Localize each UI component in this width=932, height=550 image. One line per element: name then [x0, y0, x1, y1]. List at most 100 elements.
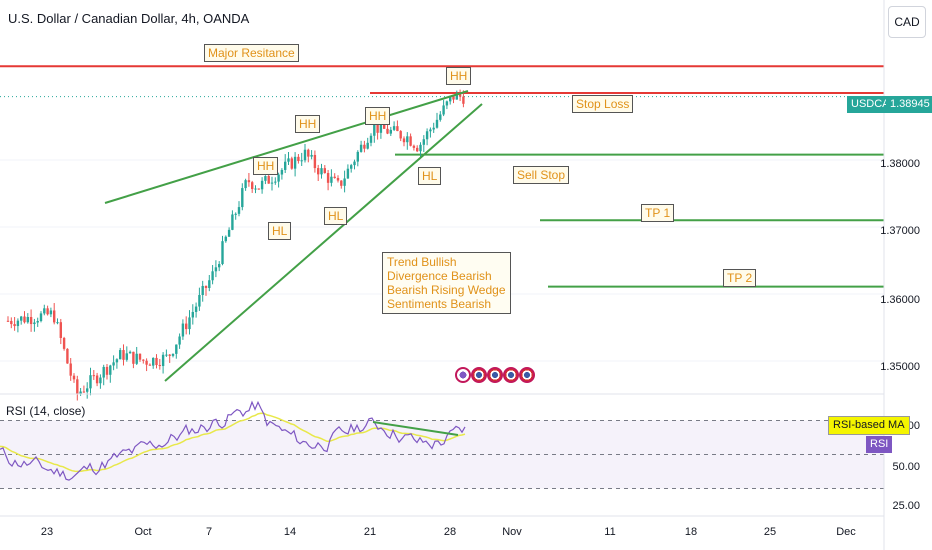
hh-label[interactable]: HH: [365, 107, 391, 125]
time-label: 28: [443, 526, 457, 538]
candle-body: [185, 323, 188, 330]
candle-body: [343, 178, 346, 186]
candle-body: [59, 322, 62, 338]
us-flag-icon[interactable]: [487, 367, 503, 383]
analysis-notes[interactable]: Trend Bullish Divergence Bearish Bearish…: [382, 252, 511, 314]
candle-body: [280, 169, 284, 175]
candle-body: [425, 131, 429, 140]
candle-body: [237, 207, 241, 214]
candle-body: [412, 145, 416, 148]
candle-body: [373, 124, 376, 136]
hh-label[interactable]: HH: [253, 157, 279, 175]
candle-body: [359, 144, 363, 152]
level-lines: [0, 65, 884, 288]
rsi-ma-tag: RSI-based MA: [828, 416, 910, 435]
candle-body: [122, 350, 125, 360]
candle-body: [39, 313, 43, 322]
candle-body: [69, 363, 72, 376]
rsi-value-tag: RSI: [866, 436, 893, 453]
candle-body: [86, 388, 89, 392]
rsi-tick: 25.00: [892, 500, 920, 512]
candle-body: [406, 136, 409, 143]
rsi-ma-line: [0, 412, 466, 473]
candle-body: [392, 126, 396, 130]
candle-body: [171, 353, 175, 356]
time-label: 25: [763, 526, 777, 538]
major-resistance-label[interactable]: Major Resitance: [204, 44, 299, 62]
candle-body: [178, 336, 181, 345]
event-flag-icon[interactable]: [455, 367, 471, 383]
candle-body: [247, 180, 251, 183]
sell-stop-label[interactable]: Sell Stop: [513, 166, 570, 184]
candle-body: [13, 324, 16, 327]
candle-body: [158, 365, 161, 367]
candle-body: [419, 144, 422, 152]
currency-button[interactable]: CAD: [888, 6, 926, 38]
stop-loss-label[interactable]: Stop Loss: [572, 95, 634, 113]
candle-body: [224, 236, 227, 242]
candle-body: [310, 154, 313, 157]
candle-body: [66, 348, 69, 364]
candle-body: [175, 344, 178, 354]
candle-body: [95, 375, 99, 384]
us-flag-icon[interactable]: [471, 367, 487, 383]
candle-body: [241, 188, 244, 208]
wedge-lower-line: [164, 103, 483, 382]
candle-body: [379, 121, 383, 133]
candle-body: [82, 391, 86, 393]
candle-body: [92, 375, 95, 377]
candle-body: [125, 353, 128, 360]
candle-body: [300, 160, 303, 162]
candle-body: [6, 320, 10, 322]
candle-body: [165, 354, 168, 356]
candle-body: [218, 264, 221, 268]
candle-body: [227, 229, 231, 237]
candle-body: [33, 322, 36, 325]
candle-body: [135, 353, 138, 364]
hl-label[interactable]: HL: [418, 167, 442, 185]
candle-body: [326, 173, 330, 183]
candle-body: [152, 357, 155, 366]
candle-body: [396, 126, 399, 132]
candle-body: [26, 317, 29, 323]
hl-label[interactable]: HL: [324, 207, 348, 225]
us-flag-icon[interactable]: [519, 367, 535, 383]
hh-label[interactable]: HH: [295, 115, 321, 133]
us-flag-icon[interactable]: [503, 367, 519, 383]
candle-body: [214, 267, 218, 272]
candle-body: [277, 174, 280, 182]
candle-body: [244, 180, 247, 189]
candle-body: [23, 316, 26, 323]
candle-body: [389, 129, 392, 134]
tp1-label[interactable]: TP 1: [641, 204, 675, 222]
price-tick: 1.36000: [880, 294, 920, 306]
candle-body: [198, 295, 201, 307]
candle-body: [112, 362, 115, 366]
candle-body: [188, 317, 191, 330]
candle-body: [264, 176, 267, 181]
time-label: 21: [363, 526, 377, 538]
time-label: Oct: [134, 526, 152, 538]
candle-body: [353, 161, 356, 166]
candle-body: [201, 285, 204, 296]
candle-body: [43, 308, 46, 314]
candle-body: [297, 156, 300, 162]
candle-body: [346, 168, 350, 179]
candle-body: [257, 188, 260, 190]
candle-body: [99, 377, 102, 384]
candle-body: [363, 144, 366, 149]
candle-body: [221, 241, 224, 265]
rsi-pane: [0, 400, 884, 489]
candle-body: [369, 135, 373, 143]
candle-body: [79, 391, 82, 394]
rsi-line: [0, 400, 466, 481]
candle-body: [356, 151, 359, 162]
tp2-label[interactable]: TP 2: [723, 269, 757, 287]
candle-body: [49, 310, 53, 315]
hl-label[interactable]: HL: [268, 222, 292, 240]
candle-body: [293, 156, 297, 169]
hh-label[interactable]: HH: [446, 67, 472, 85]
candles: [6, 89, 465, 401]
candle-body: [409, 136, 412, 146]
